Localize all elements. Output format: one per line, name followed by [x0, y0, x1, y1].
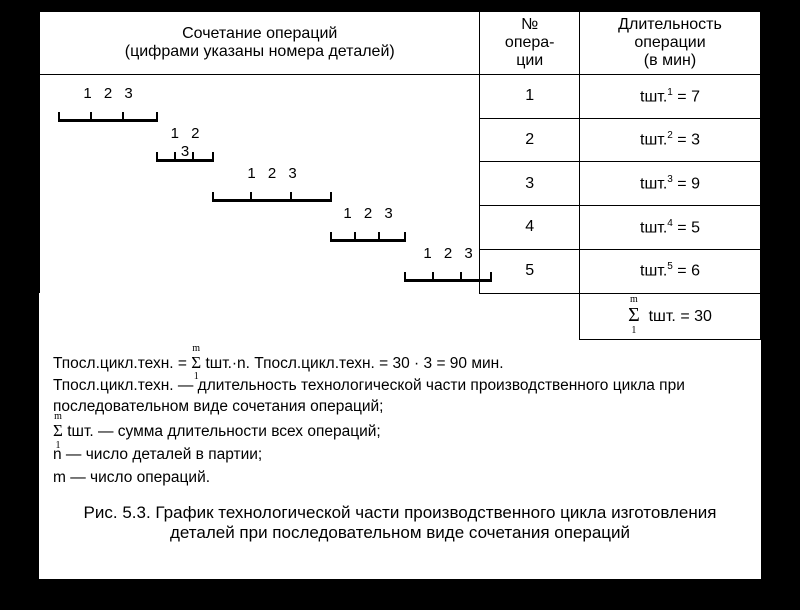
duration-cell: tшт.1 = 7 — [579, 75, 760, 119]
header-dur-l3: (в мин) — [644, 52, 696, 69]
tick-mark — [290, 192, 293, 202]
header-op-number: № опера- ции — [480, 12, 580, 75]
dur-label: tшт. — [640, 88, 667, 105]
header-op-l3: ции — [516, 52, 543, 69]
tick-mark — [354, 232, 357, 242]
header-combination: Сочетание операций (цифрами указаны номе… — [40, 12, 480, 75]
tick-mark — [192, 152, 195, 162]
dur-eq: = 6 — [677, 263, 700, 280]
empty-cell — [480, 293, 580, 339]
dur-label: tшт. — [640, 175, 667, 192]
header-duration: Длительность операции (в мин) — [579, 12, 760, 75]
tick-mark — [58, 112, 61, 122]
stair-step: 1 2 3 — [156, 125, 212, 161]
tick-mark — [156, 152, 159, 162]
dur-sup: 1 — [667, 87, 673, 98]
note3-text: tшт. — сумма длительности всех операций; — [67, 423, 381, 440]
header-op-l2: опера- — [505, 34, 555, 51]
sigma-icon: m Σ 1 — [628, 304, 640, 327]
header-dur-l2: операции — [634, 34, 705, 51]
sigma-bot: 1 — [194, 370, 199, 384]
header-combination-l2: (цифрами указаны номера деталей) — [125, 43, 395, 60]
op-number: 5 — [480, 249, 580, 293]
tick-mark — [174, 152, 177, 162]
tick-mark — [460, 272, 463, 282]
step-bar — [330, 223, 404, 242]
note-line-3: m Σ 1 tшт. — сумма длительности всех опе… — [53, 420, 747, 443]
sum-cell: m Σ 1 tшт. = 30 — [579, 293, 760, 339]
note-line-4: n — число деталей в партии; — [53, 445, 747, 466]
stair-step: 1 2 3 — [330, 205, 404, 241]
dur-label: tшт. — [640, 263, 667, 280]
tick-mark — [156, 112, 159, 122]
dur-eq: = 3 — [677, 132, 700, 149]
dur-sup: 3 — [667, 174, 673, 185]
tick-mark — [432, 272, 435, 282]
dur-label: tшт. — [640, 219, 667, 236]
duration-cell: tшт.3 = 9 — [579, 162, 760, 206]
dur-eq: = 5 — [677, 219, 700, 236]
page: Сочетание операций (цифрами указаны номе… — [38, 10, 762, 580]
tick-mark — [122, 112, 125, 122]
tick-mark — [90, 112, 93, 122]
stair-step: 1 2 3 — [404, 245, 490, 281]
sigma-top: m — [630, 294, 638, 305]
step-labels: 1 2 3 — [330, 205, 404, 223]
header-dur-l1: Длительность — [618, 16, 722, 33]
op-number: 4 — [480, 206, 580, 250]
dur-eq: = 7 — [677, 88, 700, 105]
step-bar — [156, 143, 212, 162]
step-labels: 1 2 3 — [156, 125, 212, 143]
step-labels: 1 2 3 — [58, 85, 156, 103]
dur-sup: 2 — [667, 130, 673, 141]
sigma-icon: m Σ 1 — [191, 352, 201, 375]
step-labels: 1 2 3 — [212, 165, 330, 183]
op-number: 3 — [480, 162, 580, 206]
tick-mark — [490, 272, 493, 282]
sigma-top: m — [54, 410, 62, 424]
tick-mark — [404, 272, 407, 282]
note1-b: tшт.·n. Тпосл.цикл.техн. = 30 · 3 = 90 м… — [205, 355, 503, 372]
sum-label: tшт. = 30 — [649, 308, 712, 325]
header-op-l1: № — [521, 16, 538, 33]
step-bar — [58, 103, 156, 122]
note-line-5: m — число операций. — [53, 468, 747, 489]
tick-mark — [378, 232, 381, 242]
caption-text: График технологической части производств… — [155, 503, 716, 542]
dur-label: tшт. — [640, 132, 667, 149]
tick-mark — [330, 192, 333, 202]
empty-cell — [40, 293, 480, 339]
tick-mark — [212, 152, 215, 162]
step-labels: 1 2 3 — [404, 245, 490, 263]
op-number: 2 — [480, 118, 580, 162]
sigma-icon: m Σ 1 — [53, 420, 63, 443]
sigma-top: m — [192, 342, 200, 356]
duration-cell: tшт.5 = 6 — [579, 249, 760, 293]
note-line-1: Тпосл.цикл.техн. = m Σ 1 tшт.·n. Тпосл.ц… — [53, 352, 747, 375]
tick-mark — [250, 192, 253, 202]
operations-table: Сочетание операций (цифрами указаны номе… — [39, 11, 761, 340]
notes-block: Тпосл.цикл.техн. = m Σ 1 tшт.·n. Тпосл.ц… — [39, 340, 761, 498]
header-combination-l1: Сочетание операций — [182, 25, 337, 42]
dur-sup: 5 — [667, 261, 673, 272]
caption-prefix: Рис. 5.3. — [84, 503, 156, 522]
note1-a: Тпосл.цикл.техн. = — [53, 355, 191, 372]
duration-cell: tшт.2 = 3 — [579, 118, 760, 162]
sigma-bot: 1 — [55, 439, 60, 453]
tick-mark — [330, 232, 333, 242]
op-number: 1 — [480, 75, 580, 119]
tick-mark — [212, 192, 215, 202]
sigma-bot: 1 — [631, 325, 636, 336]
step-bar — [404, 263, 490, 282]
step-bar — [212, 183, 330, 202]
tick-mark — [404, 232, 407, 242]
dur-sup: 4 — [667, 218, 673, 229]
stair-step: 1 2 3 — [212, 165, 330, 201]
stair-chart: 1 2 31 2 31 2 31 2 31 2 3 — [40, 75, 480, 294]
figure-caption: Рис. 5.3. График технологической части п… — [39, 497, 761, 543]
duration-cell: tшт.4 = 5 — [579, 206, 760, 250]
stair-step: 1 2 3 — [58, 85, 156, 121]
note-line-2: Тпосл.цикл.техн. — длительность технолог… — [53, 376, 747, 418]
dur-eq: = 9 — [677, 175, 700, 192]
